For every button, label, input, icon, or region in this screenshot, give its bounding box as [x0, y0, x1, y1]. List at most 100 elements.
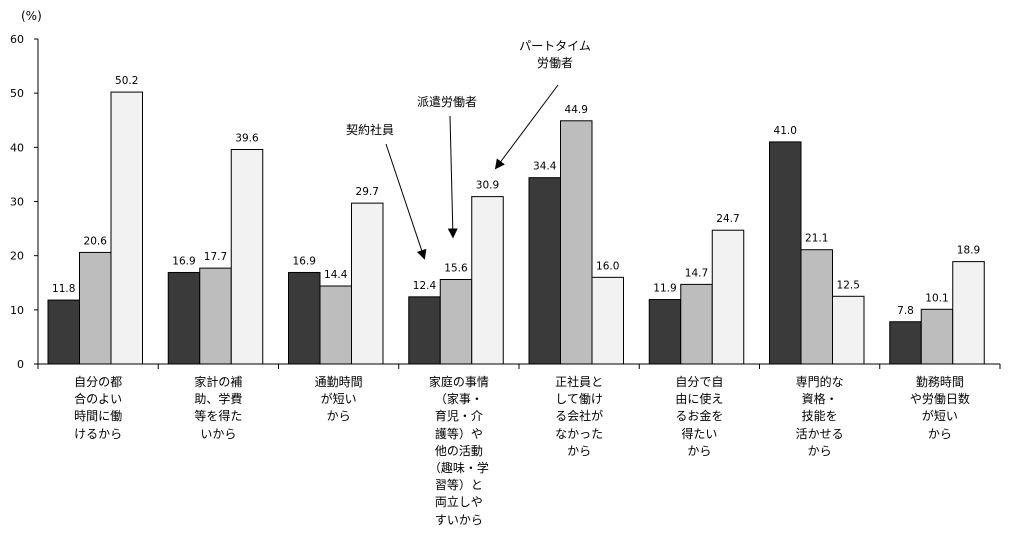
data-label: 39.6: [235, 133, 259, 145]
data-label: 21.1: [805, 233, 828, 245]
x-category-label-line: 習等）と: [434, 478, 483, 493]
x-category-label: 正社員と して働け る会社が なかった から: [529, 374, 629, 460]
data-label: 29.7: [356, 186, 379, 198]
bars: [47, 91, 985, 365]
x-category-label-line: 助、学費: [194, 392, 243, 407]
data-label: 11.8: [52, 283, 75, 295]
data-label: 14.7: [685, 267, 708, 279]
bar: [471, 196, 504, 365]
data-label: 18.9: [957, 245, 980, 257]
x-category-label: 家庭の事情 （家事・育児・介護等）や他の活動 （趣味・学習等）と両立しやすいから: [409, 374, 509, 529]
x-category-label-line: 家庭の事情: [428, 375, 489, 389]
data-label: 11.9: [653, 283, 676, 295]
x-category-label-line: から: [687, 443, 712, 458]
data-label: 14.4: [324, 269, 348, 281]
bar: [230, 149, 264, 365]
x-category-label-line: から: [927, 426, 952, 441]
data-label: 50.2: [115, 75, 138, 87]
annotation-arrow: [385, 143, 427, 260]
x-category-label-line: る会社が: [555, 409, 604, 424]
data-label: 12.5: [837, 279, 860, 291]
bar: [351, 202, 384, 365]
y-tick-label: 60: [10, 33, 24, 46]
y-tick-label: 50: [10, 87, 24, 100]
bar: [648, 299, 682, 365]
y-tick-label: 30: [10, 196, 24, 209]
bar: [47, 299, 80, 365]
bar: [952, 261, 985, 365]
x-category-label-line: 由に使え: [675, 392, 724, 407]
data-label: 15.6: [444, 263, 468, 275]
bar: [832, 295, 865, 365]
x-category-label-line: （趣味・学: [428, 461, 489, 476]
x-category-label-line: 合のよい: [74, 392, 123, 407]
x-category-label-line: 活かせる: [795, 426, 844, 441]
x-category-label-line: から: [326, 409, 351, 424]
x-category-label-line: 通勤時間: [314, 375, 363, 389]
x-category-label-line: いから: [200, 426, 237, 441]
x-category-label-line: （家事・: [434, 392, 483, 407]
data-label: 44.9: [565, 104, 588, 116]
x-category-label-line: 専門的な: [795, 375, 844, 389]
x-category-label-line: 技能を: [801, 409, 838, 424]
bar: [591, 276, 624, 365]
x-category-label-line: が短い: [921, 409, 958, 424]
x-category-label-line: 育児・介: [434, 409, 483, 424]
data-label: 10.1: [925, 292, 948, 304]
x-category-label: 専門的な資格・技能を活かせるから: [770, 374, 870, 460]
x-category-label-line: 等を得た: [194, 409, 243, 424]
bar: [560, 120, 593, 365]
bar: [199, 267, 232, 365]
y-tick-label: 0: [17, 358, 24, 371]
data-label: 34.4: [533, 161, 557, 173]
bar: [439, 279, 473, 365]
bar: [110, 91, 143, 365]
x-category-label-line: なかった: [555, 426, 604, 441]
x-category-label-line: 資格・: [801, 392, 838, 407]
x-category-label-line: して働け: [555, 392, 603, 407]
x-category-label-line: 護等）や: [434, 426, 483, 441]
data-label: 30.9: [476, 180, 499, 192]
data-label: 41.0: [774, 125, 797, 137]
bar: [920, 308, 954, 365]
y-tick-label: 10: [10, 304, 24, 317]
x-category-label-line: 自分で自: [675, 375, 724, 389]
bar: [528, 177, 561, 365]
x-category-label-line: 家計の補: [194, 375, 243, 389]
x-category-label-line: 自分の都: [74, 375, 123, 389]
annotation-arrow: [447, 115, 458, 239]
x-category-label: 家計の補助、学費等を得たいから: [168, 374, 268, 443]
bar: [711, 229, 745, 365]
data-label: 17.7: [204, 251, 227, 263]
x-category-label: 自分の都 合のよい 時間に働 けるから: [48, 374, 148, 443]
y-tick-label: 40: [10, 141, 24, 154]
x-category-label: 勤務時間や労働日数が短いから: [890, 374, 990, 443]
bar: [79, 251, 112, 365]
annotation-label: 派遣労働者: [417, 94, 477, 109]
data-label: 16.9: [293, 255, 316, 267]
annotation-label: 労働者: [537, 56, 573, 70]
y-tick-label: 20: [10, 250, 24, 263]
bar: [167, 271, 201, 365]
x-category-label-line: 時間に働: [74, 409, 123, 424]
bar: [800, 249, 833, 365]
x-category-label-line: 勤務時間: [915, 375, 964, 389]
annotation-label: パートタイム: [519, 39, 591, 53]
x-category-label-line: 他の活動: [434, 443, 483, 458]
bar: [769, 141, 802, 365]
x-category-label: 通勤時間 が短い から: [289, 374, 389, 426]
x-category-label-line: 両立しや: [434, 495, 483, 510]
annotation-label: 契約社員: [346, 122, 394, 137]
y-axis-unit-label: (%): [21, 9, 42, 23]
x-category-label-line: や労働日数: [909, 392, 970, 407]
data-label: 12.4: [413, 280, 437, 292]
x-category-label-line: が短い: [320, 392, 357, 407]
data-label: 7.8: [897, 305, 914, 317]
x-category-label-line: から: [567, 443, 592, 458]
data-label: 24.7: [716, 213, 739, 225]
data-label: 16.0: [596, 260, 619, 272]
x-category-label-line: 得たい: [681, 426, 718, 441]
x-category-label-line: から: [807, 443, 832, 458]
bar: [889, 321, 922, 365]
x-category-label-line: すいから: [434, 512, 483, 527]
